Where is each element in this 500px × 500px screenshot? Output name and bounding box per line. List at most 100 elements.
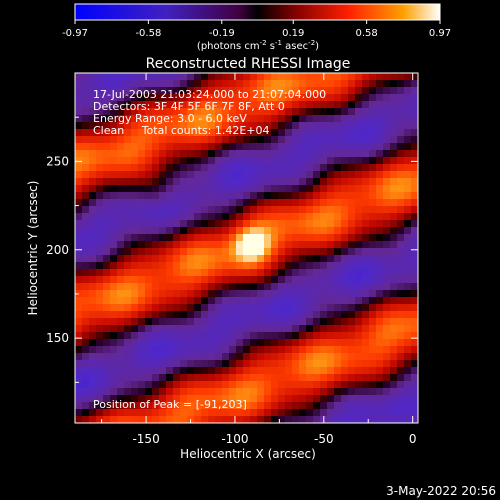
heatmap-cell [411,206,418,213]
heatmap-cell [341,213,348,220]
colorbar-tick-label: -0.19 [209,28,235,39]
heatmap-cell [222,192,229,199]
heatmap-cell [285,409,292,416]
heatmap-cell [397,213,404,220]
heatmap-cell [341,136,348,143]
heatmap-cell [285,353,292,360]
heatmap-cell [236,80,243,87]
heatmap-cell [306,248,313,255]
heatmap-cell [229,248,236,255]
heatmap-cell [348,129,355,136]
heatmap-cell [411,290,418,297]
heatmap-cell [362,157,369,164]
heatmap-cell [159,87,166,94]
heatmap-cell [264,332,271,339]
heatmap-cell [152,164,159,171]
heatmap-cell [124,353,131,360]
heatmap-cell [131,367,138,374]
heatmap-cell [376,402,383,409]
heatmap-cell [299,143,306,150]
heatmap-cell [355,80,362,87]
heatmap-cell [257,115,264,122]
heatmap-cell [376,171,383,178]
heatmap-cell [215,318,222,325]
heatmap-cell [145,360,152,367]
heatmap-cell [138,269,145,276]
heatmap-cell [327,234,334,241]
heatmap-cell [397,262,404,269]
heatmap-cell [159,164,166,171]
heatmap-cell [292,346,299,353]
heatmap-cell [299,157,306,164]
info-detectors: Detectors: 3F 4F 5F 6F 7F 8F, Att 0 [93,100,285,113]
heatmap-cell [299,395,306,402]
heatmap-cell [411,360,418,367]
heatmap-cell [376,290,383,297]
heatmap-cell [320,318,327,325]
heatmap-cell [89,129,96,136]
heatmap-cell [110,283,117,290]
heatmap-cell [327,262,334,269]
heatmap-cell [292,115,299,122]
heatmap-cell [201,192,208,199]
heatmap-cell [117,339,124,346]
heatmap-cell [194,143,201,150]
heatmap-cell [327,409,334,416]
heatmap-cell [411,248,418,255]
heatmap-cell [145,143,152,150]
heatmap-cell [327,290,334,297]
heatmap-cell [180,409,187,416]
heatmap-cell [341,311,348,318]
heatmap-cell [110,150,117,157]
heatmap-cell [166,73,173,80]
heatmap-cell [264,304,271,311]
heatmap-cell [110,374,117,381]
heatmap-cell [96,269,103,276]
heatmap-cell [96,234,103,241]
heatmap-cell [75,311,82,318]
heatmap-cell [299,269,306,276]
heatmap-cell [152,402,159,409]
heatmap-cell [278,381,285,388]
heatmap-cell [341,87,348,94]
heatmap-cell [411,409,418,416]
heatmap-cell [110,199,117,206]
heatmap-cell [362,283,369,290]
heatmap-cell [362,206,369,213]
heatmap-cell [411,185,418,192]
heatmap-cell [334,388,341,395]
heatmap-cell [278,157,285,164]
heatmap-cell [187,248,194,255]
heatmap-cell [110,388,117,395]
heatmap-cell [383,283,390,290]
heatmap-cell [145,157,152,164]
heatmap-cell [348,227,355,234]
heatmap-cell [390,395,397,402]
heatmap-cell [299,297,306,304]
heatmap-cell [404,416,411,423]
heatmap-cell [159,255,166,262]
heatmap-cell [320,178,327,185]
heatmap-cell [236,262,243,269]
heatmap-cell [187,402,194,409]
heatmap-cell [243,395,250,402]
heatmap-cell [187,409,194,416]
heatmap-cell [194,360,201,367]
heatmap-cell [96,206,103,213]
heatmap-cell [383,122,390,129]
heatmap-cell [75,206,82,213]
heatmap-cell [369,164,376,171]
heatmap-cell [383,311,390,318]
heatmap-cell [383,87,390,94]
heatmap-cell [355,346,362,353]
heatmap-cell [110,276,117,283]
heatmap-cell [362,94,369,101]
heatmap-cell [313,129,320,136]
heatmap-cell [404,136,411,143]
heatmap-cell [229,122,236,129]
heatmap-cell [166,318,173,325]
heatmap-cell [117,241,124,248]
heatmap-cell [327,115,334,122]
heatmap-cell [348,73,355,80]
heatmap-cell [82,192,89,199]
